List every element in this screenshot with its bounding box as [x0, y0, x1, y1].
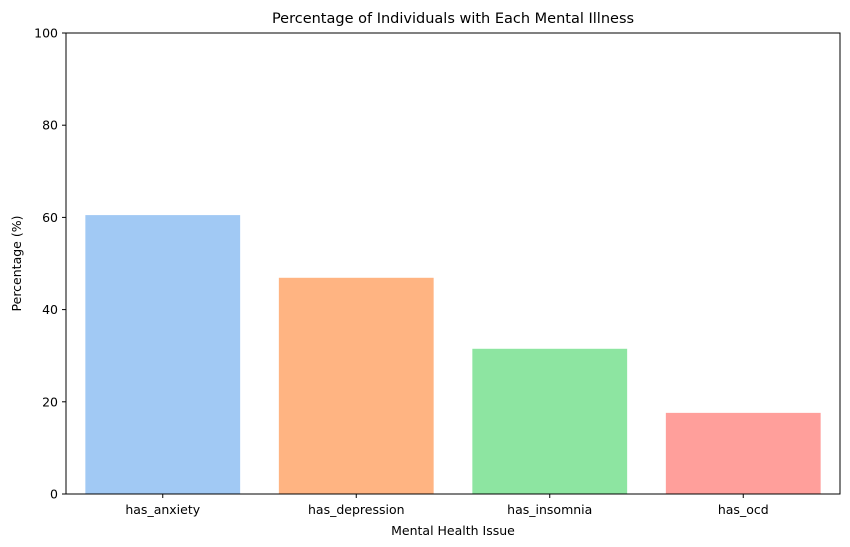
x-axis-label: Mental Health Issue — [391, 523, 515, 538]
y-tick-label: 40 — [42, 302, 58, 317]
y-tick-label: 20 — [42, 394, 58, 409]
bar-has_insomnia — [472, 348, 628, 494]
bar-has_anxiety — [85, 215, 241, 494]
y-tick-label: 80 — [42, 118, 58, 133]
bars-group — [85, 215, 821, 494]
plot-frame — [65, 32, 841, 495]
bar-has_ocd — [665, 412, 821, 494]
bar-has_depression — [278, 277, 434, 494]
x-tick-label: has_anxiety — [125, 502, 200, 517]
y-axis-ticks: 0 20 40 60 80 100 — [34, 26, 66, 502]
x-tick-label: has_insomnia — [507, 502, 592, 517]
y-tick-label: 0 — [50, 487, 58, 502]
chart-title: Percentage of Individuals with Each Ment… — [272, 11, 634, 27]
y-axis-label: Percentage (%) — [9, 216, 24, 312]
x-tick-label: has_ocd — [718, 502, 769, 517]
y-tick-label: 60 — [42, 210, 58, 225]
y-tick-label: 100 — [34, 26, 58, 41]
x-axis-ticks: has_anxiety has_depression has_insomnia has… — [125, 494, 769, 517]
x-tick-label: has_depression — [308, 502, 405, 517]
